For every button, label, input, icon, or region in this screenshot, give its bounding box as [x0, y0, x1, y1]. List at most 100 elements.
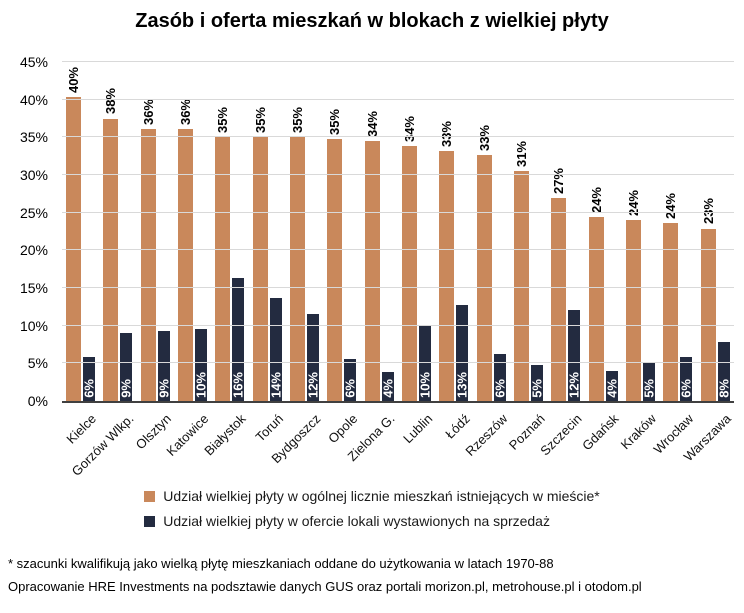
bar-value-label: 10% — [193, 371, 209, 398]
stock-bar — [626, 220, 642, 401]
legend-label: Udział wielkiej płyty w ofercie lokali w… — [163, 513, 550, 529]
bar-group: 31% 5% — [510, 62, 547, 401]
bar-value-label: 4% — [380, 379, 396, 398]
offer-bar: 6% — [81, 357, 97, 401]
bar-value-label: 36% — [140, 99, 156, 126]
x-category-label: Toruń — [252, 411, 286, 445]
gridline — [62, 98, 734, 100]
stock-bar — [327, 138, 343, 401]
bar-value-label: 5% — [529, 379, 545, 398]
bar-group: 33% 6% — [473, 62, 510, 401]
offer-bar: 9% — [118, 333, 134, 401]
bar-value-label: 12% — [566, 371, 582, 398]
legend-label: Udział wielkiej płyty w ogólnej licznie … — [163, 488, 600, 504]
stock-bar — [588, 217, 604, 401]
legend: Udział wielkiej płyty w ogólnej licznie … — [0, 488, 744, 529]
bar-value-label: 24% — [588, 187, 604, 214]
stock-bar — [476, 155, 492, 401]
stock-bar-column: 35% — [327, 62, 343, 401]
stock-bar — [663, 223, 679, 401]
stock-bar-column: 40% — [66, 62, 82, 401]
y-tick-label: 25% — [19, 204, 48, 221]
legend-row: Udział wielkiej płyty w ofercie lokali w… — [144, 513, 600, 529]
offer-bar: 13% — [454, 305, 470, 401]
bar-value-label: 34% — [364, 111, 380, 138]
offer-bar: 8% — [716, 342, 731, 401]
bar-group: 40% 6% — [62, 62, 99, 401]
x-category: Gdańsk — [580, 405, 622, 491]
bar-group: 27% 12% — [547, 62, 584, 401]
bar-value-label: 9% — [118, 379, 134, 398]
bar-value-label: 6% — [81, 379, 97, 398]
bar-group: 36% 9% — [137, 62, 174, 401]
x-category-label: Łódź — [442, 411, 473, 442]
bar-group: 38% 9% — [99, 62, 136, 401]
bar-group: 34% 4% — [361, 62, 398, 401]
offer-bar-column: 10% — [417, 62, 433, 401]
stock-bar — [700, 228, 716, 401]
y-tick-label: 35% — [19, 129, 48, 146]
bar-group: 24% 4% — [585, 62, 622, 401]
offer-bar-column: 14% — [268, 62, 284, 401]
y-tick-label: 15% — [19, 280, 48, 296]
stock-bar — [439, 150, 455, 401]
gridline — [62, 324, 734, 326]
stock-bar-column: 36% — [140, 62, 156, 401]
x-category: Szczecin — [537, 405, 584, 491]
gridline — [62, 211, 734, 213]
plot-area: 40% 6% 38% 9% 36% 9% 36% 10% 35% 16% 35% 14% 35% 12% 3… — [62, 61, 734, 403]
offer-bar-column: 12% — [566, 62, 582, 401]
gridline — [62, 287, 734, 288]
stock-bar-column: 33% — [439, 62, 455, 401]
stock-bar-column: 24% — [663, 62, 679, 401]
bar-value-label: 35% — [252, 106, 268, 133]
stock-bar-column: 31% — [514, 62, 530, 401]
bar-group: 24% 5% — [622, 62, 659, 401]
offer-bar-column: 6% — [492, 62, 507, 401]
y-tick-label: 10% — [19, 317, 48, 334]
offer-bar: 5% — [642, 363, 657, 401]
x-category: Rzeszów — [462, 405, 510, 491]
bar-value-label: 40% — [66, 66, 82, 93]
bar-group: 35% 6% — [323, 62, 360, 401]
stock-bar — [140, 129, 156, 401]
stock-bar-column: 23% — [700, 62, 716, 401]
bar-group: 35% 12% — [286, 62, 323, 401]
footnote: * szacunki kwalifikują jako wielką płytę… — [8, 553, 740, 599]
x-category: Lublin — [398, 405, 435, 491]
x-category-label: Lublin — [400, 411, 436, 447]
bar-value-label: 6% — [342, 379, 358, 398]
bar-value-label: 6% — [678, 379, 694, 398]
bar-group: 33% 13% — [435, 62, 472, 401]
stock-bar — [103, 118, 119, 401]
offer-bar-column: 12% — [306, 62, 321, 401]
y-tick-label: 5% — [27, 355, 48, 372]
bar-value-label: 14% — [268, 371, 284, 398]
stock-bar-column: 24% — [588, 62, 604, 401]
offer-bar-column: 6% — [678, 62, 694, 401]
stock-bar-column: 34% — [402, 62, 418, 401]
stock-bar — [215, 137, 231, 401]
stock-bar-column: 38% — [103, 62, 119, 401]
offer-bar-column: 16% — [231, 62, 246, 401]
bar-group: 35% 16% — [211, 62, 248, 401]
stock-bar-column: 33% — [476, 62, 492, 401]
bar-value-label: 13% — [454, 371, 470, 398]
offer-bar: 6% — [678, 357, 694, 401]
offer-bar: 16% — [231, 278, 246, 401]
legend-swatch — [144, 515, 156, 527]
offer-bar-column: 4% — [604, 62, 619, 401]
chart-title: Zasób i oferta mieszkań w blokach z wiel… — [135, 10, 609, 32]
bar-groups: 40% 6% 38% 9% 36% 9% 36% 10% 35% 16% 35% 14% 35% 12% 3… — [62, 62, 734, 401]
bar-value-label: 33% — [476, 125, 492, 152]
offer-bar-column: 9% — [118, 62, 134, 401]
stock-bar — [402, 146, 418, 401]
y-tick-label: 40% — [19, 91, 48, 108]
bar-value-label: 10% — [417, 371, 433, 398]
x-category: Bydgoszcz — [268, 405, 323, 491]
offer-bar: 9% — [156, 330, 172, 401]
bar-value-label: 9% — [156, 379, 172, 398]
stock-bar — [364, 141, 380, 401]
gridline — [62, 249, 734, 251]
x-category-label: Gdańsk — [579, 411, 622, 454]
